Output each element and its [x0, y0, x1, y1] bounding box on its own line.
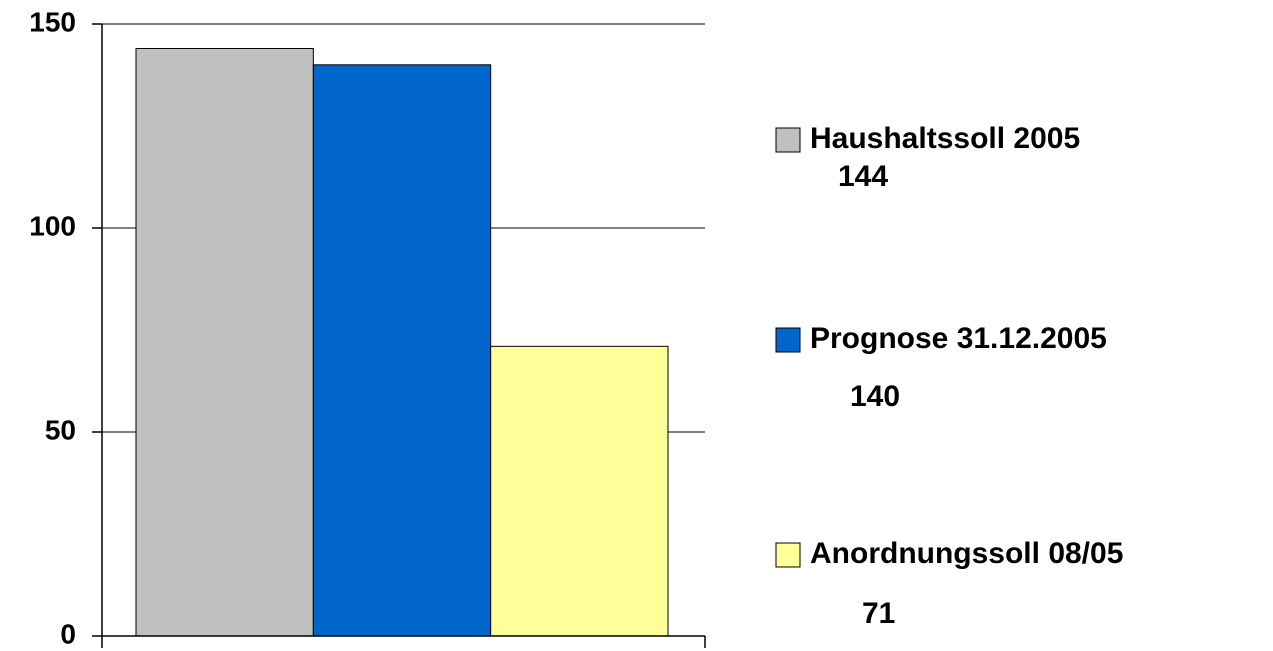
y-tick-label: 50: [45, 414, 76, 445]
bar: [490, 345, 669, 637]
y-tick-label: 150: [29, 6, 76, 37]
bar: [135, 47, 314, 637]
bar: [312, 64, 492, 637]
legend-swatch: [775, 327, 801, 353]
y-tick-label: 0: [60, 618, 76, 649]
legend-swatch: [775, 127, 801, 153]
legend-value: 140: [850, 380, 900, 413]
legend-label: Anordnungssoll 08/05: [810, 537, 1123, 570]
legend-label: Prognose 31.12.2005: [810, 322, 1107, 355]
legend-value: 71: [862, 597, 895, 630]
y-tick-label: 100: [29, 210, 76, 241]
legend-label: Haushaltssoll 2005: [810, 122, 1080, 155]
legend-swatch: [775, 542, 801, 568]
legend-value: 144: [838, 160, 888, 193]
